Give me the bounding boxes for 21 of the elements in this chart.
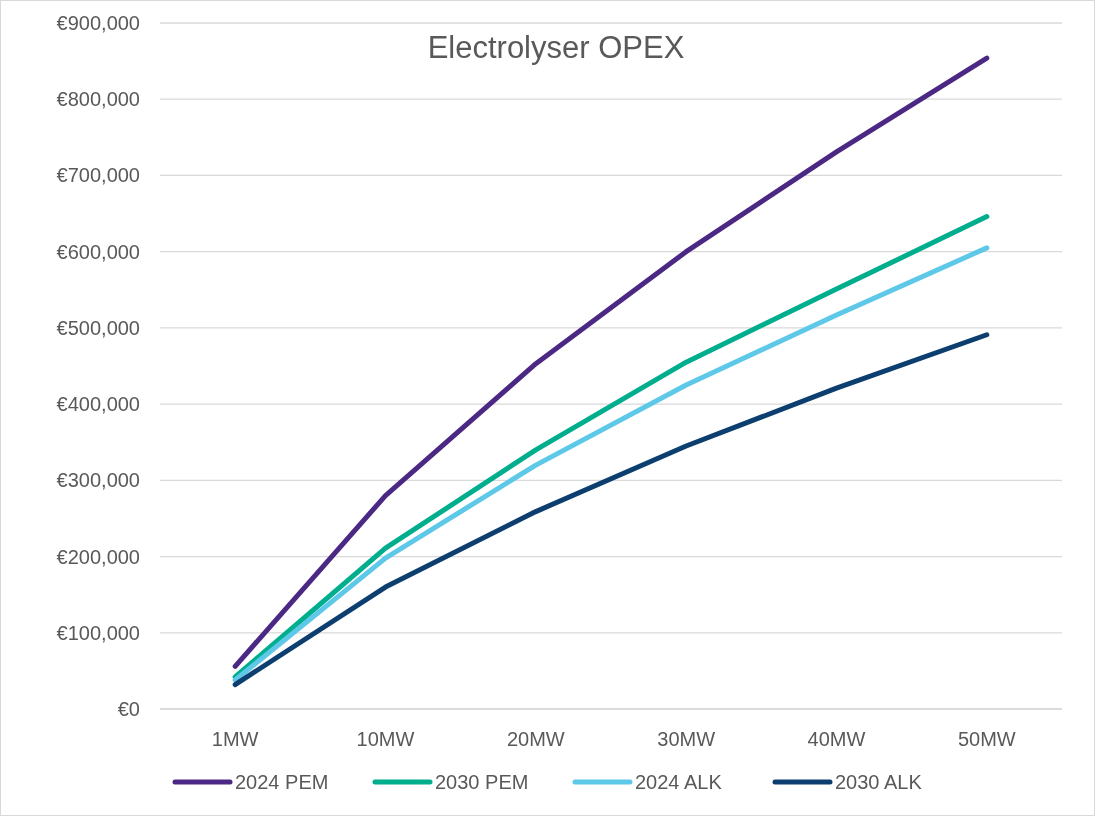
y-tick-label: €500,000 xyxy=(56,316,140,339)
chart-title: Electrolyser OPEX xyxy=(427,30,685,65)
legend-label: 2030 PEM xyxy=(435,771,529,793)
y-tick-label: €200,000 xyxy=(56,545,140,568)
y-tick-label: €600,000 xyxy=(56,240,140,263)
legend-label: 2024 PEM xyxy=(235,771,329,793)
y-tick-label: €700,000 xyxy=(56,164,140,187)
legend-label: 2030 ALK xyxy=(835,771,923,793)
y-tick-label: €0 xyxy=(117,698,140,720)
legend-label: 2024 ALK xyxy=(635,771,723,793)
x-tick-label: 30MW xyxy=(657,728,716,750)
y-tick-label: €900,000 xyxy=(56,12,140,34)
y-tick-label: €400,000 xyxy=(56,393,140,416)
x-tick-label: 1MW xyxy=(211,728,259,750)
x-tick-label: 50MW xyxy=(957,728,1016,750)
x-tick-label: 10MW xyxy=(356,728,415,750)
y-tick-label: €100,000 xyxy=(56,621,140,644)
y-tick-label: €800,000 xyxy=(56,88,140,111)
x-tick-label: 20MW xyxy=(506,728,565,750)
y-tick-label: €300,000 xyxy=(56,469,140,492)
x-tick-label: 40MW xyxy=(807,728,866,750)
